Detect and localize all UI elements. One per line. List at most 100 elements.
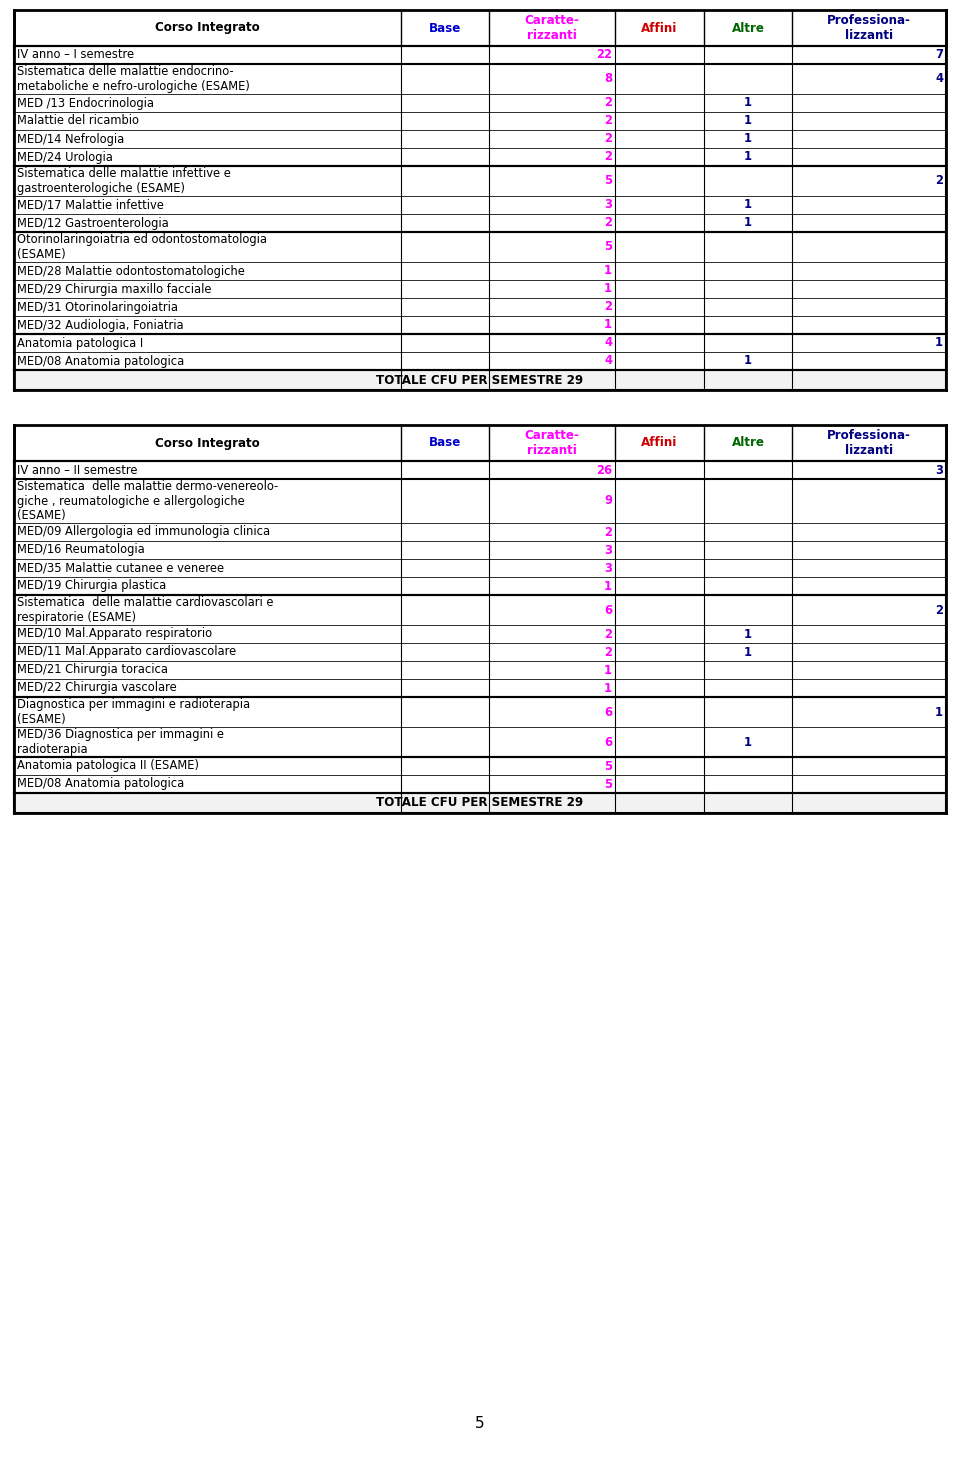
Text: 6: 6 bbox=[604, 736, 612, 748]
Text: 3: 3 bbox=[604, 198, 612, 211]
Text: MED/16 Reumatologia: MED/16 Reumatologia bbox=[17, 544, 145, 557]
Text: 5: 5 bbox=[604, 760, 612, 773]
Text: 6: 6 bbox=[604, 705, 612, 718]
Text: MED/08 Anatomia patologica: MED/08 Anatomia patologica bbox=[17, 355, 184, 368]
Bar bbox=[14, 166, 946, 197]
Text: Affini: Affini bbox=[641, 436, 678, 449]
Text: 1: 1 bbox=[744, 114, 752, 127]
Text: MED/35 Malattie cutanee e veneree: MED/35 Malattie cutanee e veneree bbox=[17, 562, 224, 575]
Bar bbox=[14, 625, 946, 643]
Bar bbox=[14, 678, 946, 698]
Text: 2: 2 bbox=[935, 603, 943, 616]
Bar bbox=[14, 426, 946, 813]
Text: MED/17 Malattie infettive: MED/17 Malattie infettive bbox=[17, 198, 164, 211]
Bar bbox=[14, 279, 946, 299]
Text: Base: Base bbox=[429, 22, 461, 34]
Bar bbox=[14, 559, 946, 576]
Text: Altre: Altre bbox=[732, 436, 764, 449]
Text: MED/11 Mal.Apparato cardiovascolare: MED/11 Mal.Apparato cardiovascolare bbox=[17, 646, 236, 659]
Bar bbox=[14, 46, 946, 64]
Text: 5: 5 bbox=[604, 777, 612, 791]
Text: Sistematica  delle malattie dermo-venereolo-
giche , reumatologiche e allergolog: Sistematica delle malattie dermo-venereo… bbox=[17, 479, 278, 523]
Text: Professiona-
lizzanti: Professiona- lizzanti bbox=[828, 429, 911, 457]
Text: 26: 26 bbox=[596, 464, 612, 476]
Text: 1: 1 bbox=[604, 282, 612, 296]
Bar bbox=[14, 576, 946, 596]
Bar bbox=[14, 523, 946, 541]
Bar bbox=[14, 541, 946, 559]
Text: 2: 2 bbox=[604, 216, 612, 229]
Text: 1: 1 bbox=[604, 579, 612, 593]
Bar bbox=[14, 112, 946, 130]
Text: MED/32 Audiologia, Foniatria: MED/32 Audiologia, Foniatria bbox=[17, 318, 183, 331]
Text: Anatomia patologica II (ESAME): Anatomia patologica II (ESAME) bbox=[17, 760, 199, 773]
Bar bbox=[14, 299, 946, 316]
Text: 2: 2 bbox=[604, 96, 612, 109]
Text: Corso Integrato: Corso Integrato bbox=[155, 22, 260, 34]
Text: 1: 1 bbox=[744, 628, 752, 640]
Text: 2: 2 bbox=[604, 114, 612, 127]
Text: 2: 2 bbox=[604, 646, 612, 659]
Text: 2: 2 bbox=[935, 174, 943, 188]
Text: Base: Base bbox=[429, 436, 461, 449]
Text: MED/28 Malattie odontostomatologiche: MED/28 Malattie odontostomatologiche bbox=[17, 265, 245, 278]
Bar bbox=[14, 64, 946, 95]
Text: MED/08 Anatomia patologica: MED/08 Anatomia patologica bbox=[17, 777, 184, 791]
Text: 1: 1 bbox=[744, 736, 752, 748]
Text: MED/14 Nefrologia: MED/14 Nefrologia bbox=[17, 133, 124, 145]
Text: 1: 1 bbox=[604, 265, 612, 278]
Text: 2: 2 bbox=[604, 133, 612, 145]
Text: 1: 1 bbox=[744, 198, 752, 211]
Text: 5: 5 bbox=[604, 174, 612, 188]
Text: TOTALE CFU PER SEMESTRE 29: TOTALE CFU PER SEMESTRE 29 bbox=[376, 374, 584, 387]
Text: 9: 9 bbox=[604, 495, 612, 507]
Text: 1: 1 bbox=[744, 355, 752, 368]
Text: 1: 1 bbox=[744, 96, 752, 109]
Text: MED/21 Chirurgia toracica: MED/21 Chirurgia toracica bbox=[17, 664, 168, 677]
Text: 4: 4 bbox=[604, 355, 612, 368]
Text: 22: 22 bbox=[596, 49, 612, 62]
Text: 1: 1 bbox=[604, 664, 612, 677]
Text: MED/19 Chirurgia plastica: MED/19 Chirurgia plastica bbox=[17, 579, 166, 593]
Text: 4: 4 bbox=[604, 337, 612, 349]
Bar bbox=[14, 334, 946, 352]
Text: 3: 3 bbox=[604, 562, 612, 575]
Text: MED/12 Gastroenterologia: MED/12 Gastroenterologia bbox=[17, 216, 169, 229]
Bar bbox=[14, 661, 946, 678]
Bar bbox=[14, 596, 946, 625]
Bar bbox=[14, 95, 946, 112]
Text: Professiona-
lizzanti: Professiona- lizzanti bbox=[828, 13, 911, 41]
Text: 2: 2 bbox=[604, 151, 612, 164]
Text: Sistematica  delle malattie cardiovascolari e
respiratorie (ESAME): Sistematica delle malattie cardiovascola… bbox=[17, 596, 274, 624]
Bar bbox=[14, 698, 946, 727]
Text: 5: 5 bbox=[604, 241, 612, 254]
Text: 6: 6 bbox=[604, 603, 612, 616]
Text: Otorinolaringoiatria ed odontostomatologia
(ESAME): Otorinolaringoiatria ed odontostomatolog… bbox=[17, 234, 267, 262]
Text: 5: 5 bbox=[475, 1416, 485, 1431]
Text: Affini: Affini bbox=[641, 22, 678, 34]
Text: MED/24 Urologia: MED/24 Urologia bbox=[17, 151, 113, 164]
Text: 1: 1 bbox=[744, 646, 752, 659]
Text: MED/22 Chirurgia vascolare: MED/22 Chirurgia vascolare bbox=[17, 681, 177, 695]
Text: 8: 8 bbox=[604, 72, 612, 86]
Text: Sistematica delle malattie endocrino-
metaboliche e nefro-urologiche (ESAME): Sistematica delle malattie endocrino- me… bbox=[17, 65, 250, 93]
Bar bbox=[14, 794, 946, 813]
Bar bbox=[14, 370, 946, 390]
Text: 1: 1 bbox=[744, 133, 752, 145]
Text: 1: 1 bbox=[935, 705, 943, 718]
Text: Altre: Altre bbox=[732, 22, 764, 34]
Text: 3: 3 bbox=[935, 464, 943, 476]
Text: Corso Integrato: Corso Integrato bbox=[155, 436, 260, 449]
Text: MED/29 Chirurgia maxillo facciale: MED/29 Chirurgia maxillo facciale bbox=[17, 282, 211, 296]
Bar bbox=[14, 10, 946, 390]
Text: 1: 1 bbox=[935, 337, 943, 349]
Text: Caratte-
rizzanti: Caratte- rizzanti bbox=[525, 13, 580, 41]
Bar bbox=[14, 461, 946, 479]
Bar bbox=[14, 130, 946, 148]
Text: MED/09 Allergologia ed immunologia clinica: MED/09 Allergologia ed immunologia clini… bbox=[17, 526, 270, 538]
Bar bbox=[14, 757, 946, 774]
Bar bbox=[14, 352, 946, 370]
Text: Caratte-
rizzanti: Caratte- rizzanti bbox=[525, 429, 580, 457]
Bar bbox=[14, 643, 946, 661]
Text: 4: 4 bbox=[935, 72, 943, 86]
